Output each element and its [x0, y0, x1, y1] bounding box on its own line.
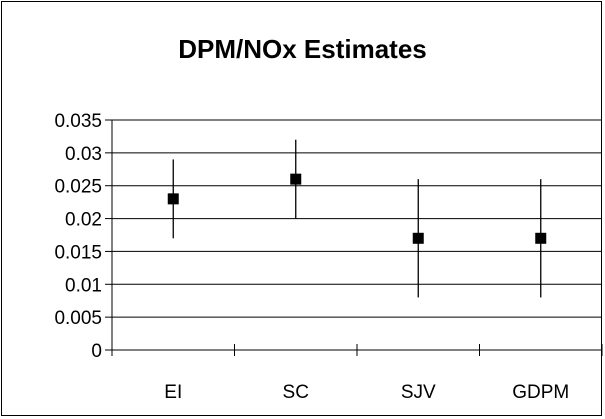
y-tick-label: 0.01	[65, 275, 102, 296]
x-tick-label: GDPM	[512, 382, 569, 403]
chart-title: DPM/NOx Estimates	[178, 34, 427, 64]
data-point	[167, 193, 179, 205]
y-tick-label: 0.02	[65, 210, 102, 231]
y-tick-label: 0.035	[54, 111, 102, 132]
y-tick-label: 0.025	[54, 177, 102, 198]
x-tick-label: SJV	[401, 382, 436, 403]
x-tick-label: SC	[283, 382, 309, 403]
y-tick-label: 0.015	[54, 242, 102, 263]
x-tick-label: EI	[164, 382, 182, 403]
data-point	[535, 232, 547, 244]
data-point	[290, 173, 302, 185]
y-tick-label: 0.005	[54, 308, 102, 329]
data-point	[412, 232, 424, 244]
y-tick-label: 0.03	[65, 144, 102, 165]
y-tick-label: 0	[91, 341, 102, 362]
